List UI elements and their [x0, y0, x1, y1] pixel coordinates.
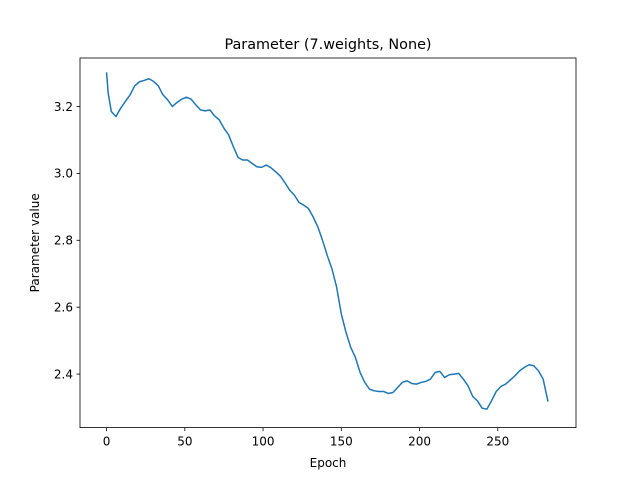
- x-axis-ticks: 0 50 100 150 200 250: [103, 427, 509, 449]
- y-axis-ticks: 2.4 2.6 2.8 3.0 3.2: [54, 100, 80, 381]
- y-axis-label: Parameter value: [28, 193, 42, 292]
- x-tick-label: 250: [486, 435, 509, 449]
- chart-title: Parameter (7.weights, None): [224, 37, 431, 53]
- series-line-0: [105, 72, 549, 410]
- x-axis-label: Epoch: [310, 456, 347, 470]
- x-tick-label: 50: [177, 435, 192, 449]
- x-tick-label: 200: [408, 435, 431, 449]
- x-tick-label: 150: [330, 435, 353, 449]
- y-tick-label: 2.6: [54, 300, 73, 314]
- y-tick-label: 3.2: [54, 100, 73, 114]
- axes-frame: [79, 57, 577, 429]
- y-tick-label: 3.0: [54, 167, 73, 181]
- x-tick-label: 0: [103, 435, 111, 449]
- y-tick-label: 2.8: [54, 234, 73, 248]
- plot-area: [105, 72, 549, 410]
- x-tick-label: 100: [252, 435, 275, 449]
- y-tick-label: 2.4: [54, 367, 73, 381]
